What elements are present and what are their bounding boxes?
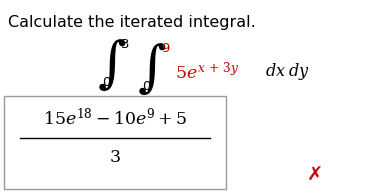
FancyBboxPatch shape bbox=[4, 96, 226, 189]
Text: 0: 0 bbox=[142, 80, 150, 93]
Text: 0: 0 bbox=[102, 76, 110, 90]
Text: 3: 3 bbox=[121, 38, 129, 52]
Text: $dx\;dy$: $dx\;dy$ bbox=[265, 60, 310, 81]
Text: $15e^{18} - 10e^{9} + 5$: $15e^{18} - 10e^{9} + 5$ bbox=[43, 107, 187, 129]
Text: Calculate the iterated integral.: Calculate the iterated integral. bbox=[8, 15, 256, 30]
Text: ✗: ✗ bbox=[307, 166, 323, 185]
Text: $\int$: $\int$ bbox=[97, 37, 127, 93]
Text: $\int$: $\int$ bbox=[137, 41, 167, 97]
Text: 9: 9 bbox=[161, 42, 169, 56]
Text: $3$: $3$ bbox=[109, 148, 121, 166]
Text: $5e^{x\,+\,3y}$: $5e^{x\,+\,3y}$ bbox=[175, 60, 239, 82]
